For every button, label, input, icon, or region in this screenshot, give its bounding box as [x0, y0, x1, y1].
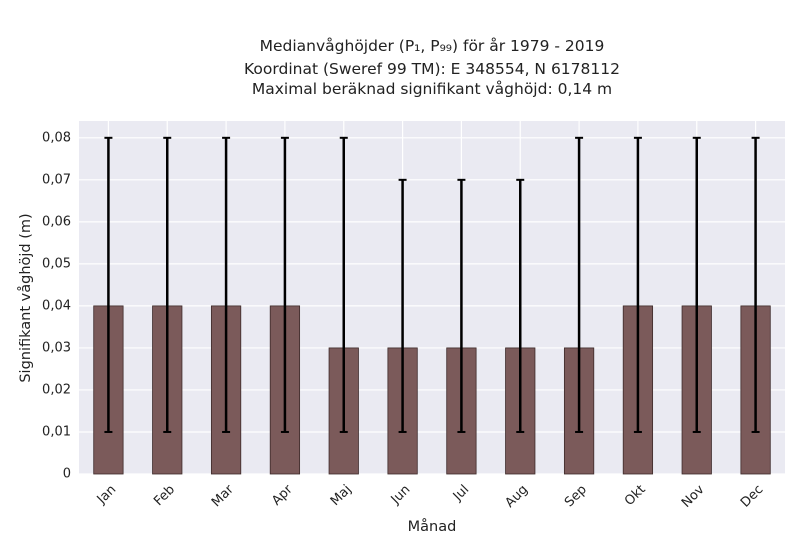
error-bar-maj — [339, 136, 348, 433]
y-tick-label: 0 — [63, 467, 71, 482]
chart-title-line-2: Koordinat (Sweref 99 TM): E 348554, N 61… — [244, 60, 620, 78]
y-tick-label: 0,06 — [42, 214, 71, 229]
x-tick-label: Sep — [562, 482, 590, 510]
y-tick-label: 0,08 — [42, 130, 71, 145]
error-bar-jun — [398, 178, 407, 433]
y-tick-label: 0,07 — [42, 172, 71, 187]
x-tick-label: Feb — [151, 482, 178, 509]
x-tick-label: Maj — [328, 482, 355, 509]
error-bar-mar — [222, 136, 231, 433]
x-tick-label: Okt — [622, 482, 649, 509]
y-tick-label: 0,02 — [42, 382, 71, 397]
error-bar-feb — [163, 136, 172, 433]
x-tick-label: Dec — [738, 482, 766, 510]
y-tick-label: 0,01 — [42, 424, 71, 439]
x-tick-label: Aug — [503, 482, 532, 511]
x-tick-label: Jan — [94, 482, 119, 507]
x-axis-ticks: Jan Feb Mar Apr Maj Jun Jul Aug Sep Okt Nov Dec — [94, 482, 767, 511]
error-bar-apr — [280, 136, 289, 433]
x-tick-label: Apr — [269, 482, 296, 509]
y-tick-label: 0,04 — [42, 298, 71, 313]
error-bar-aug — [516, 178, 525, 433]
error-bar-jan — [104, 136, 113, 433]
error-bar-nov — [692, 136, 701, 433]
error-bars — [104, 136, 760, 433]
y-tick-label: 0,03 — [42, 340, 71, 355]
error-bar-dec — [751, 136, 760, 433]
error-bar-sep — [575, 136, 584, 433]
chart-title-line-1: Medianvåghöjder (P₁, P₉₉) för år 1979 - … — [260, 37, 605, 55]
plot-area — [79, 121, 785, 474]
y-axis-ticks: 0 0,01 0,02 0,03 0,04 0,05 0,06 0,07 0,08 — [42, 130, 71, 481]
x-tick-label: Mar — [209, 482, 237, 510]
x-tick-label: Jun — [388, 482, 414, 508]
chart-title: Medianvåghöjder (P₁, P₉₉) för år 1979 - … — [244, 37, 620, 98]
error-bar-okt — [633, 136, 642, 433]
x-tick-label: Nov — [679, 482, 708, 511]
x-tick-label: Jul — [450, 482, 472, 504]
y-axis-label: Signifikant våghöjd (m) — [17, 213, 34, 382]
x-axis-label: Månad — [408, 518, 457, 535]
y-tick-label: 0,05 — [42, 256, 71, 271]
chart-title-line-3: Maximal beräknad signifikant våghöjd: 0,… — [252, 80, 612, 98]
error-bar-jul — [457, 178, 466, 433]
